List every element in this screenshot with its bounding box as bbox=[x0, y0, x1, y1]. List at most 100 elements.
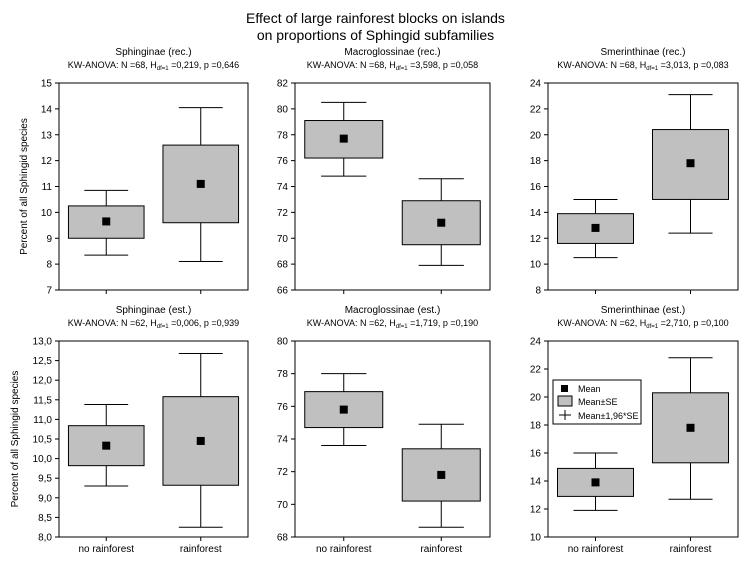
subtitle-main: KW-ANOVA: N =68, H bbox=[307, 60, 396, 70]
chart-panel-3: Smerinthinae (rec.) KW-ANOVA: N =68, Hdf=… bbox=[530, 47, 739, 297]
subtitle-stats: =3,598, p =0,058 bbox=[408, 60, 479, 70]
subtitle-subscript: df=1 bbox=[157, 66, 170, 72]
legend-mean-swatch bbox=[561, 385, 568, 392]
mean-marker bbox=[437, 470, 446, 479]
subtitle-subscript: df=1 bbox=[157, 324, 170, 330]
x-tick-label: no rainforest bbox=[316, 544, 372, 555]
y-tick-label: 13,0 bbox=[33, 337, 53, 348]
y-tick-label: 16 bbox=[530, 182, 542, 193]
y-tick-label: 76 bbox=[277, 156, 289, 167]
mean-marker bbox=[102, 217, 111, 226]
panel-subtitle: KW-ANOVA: N =62, Hdf=1 =2,710, p =0,100 bbox=[557, 318, 728, 330]
y-tick-label: 11,0 bbox=[33, 415, 52, 426]
legend-se-swatch bbox=[557, 395, 573, 407]
y-tick-label: 13 bbox=[41, 130, 53, 141]
mean-marker bbox=[686, 159, 695, 168]
x-tick-label: rainforest bbox=[420, 544, 462, 555]
y-tick-label: 24 bbox=[530, 337, 542, 348]
chart-panel-6: Smerinthinae (est.) KW-ANOVA: N =62, Hdf=… bbox=[530, 305, 739, 555]
mean-marker bbox=[437, 218, 446, 227]
y-tick-label: 68 bbox=[277, 260, 289, 271]
figure-title-line-1: Effect of large rainforest blocks on isl… bbox=[246, 10, 505, 26]
se-box bbox=[304, 391, 384, 429]
y-tick-label: 70 bbox=[277, 234, 289, 245]
y-tick-label: 22 bbox=[530, 104, 542, 115]
plot-frame bbox=[294, 82, 491, 291]
y-tick-label: 9,5 bbox=[38, 474, 52, 485]
legend: Mean Mean±SE Mean±1,96*SE bbox=[552, 379, 642, 425]
y-tick-label: 8,5 bbox=[38, 513, 52, 524]
subtitle-stats: =0,006, p =0,939 bbox=[169, 318, 240, 328]
panel-subtitle: KW-ANOVA: N =62, Hdf=1 =1,719, p =0,190 bbox=[307, 318, 478, 330]
y-tick-label: 16 bbox=[530, 449, 542, 460]
y-tick-label: 8 bbox=[46, 260, 52, 271]
y-axis-label: Percent of all Sphingid species bbox=[19, 118, 30, 255]
y-tick-label: 80 bbox=[277, 337, 289, 348]
panel-title: Sphinginae (rec.) bbox=[115, 47, 191, 58]
plot-frame bbox=[294, 340, 491, 538]
panel-title: Sphinginae (est.) bbox=[116, 305, 192, 316]
y-tick-label: 10 bbox=[41, 208, 53, 219]
subtitle-subscript: df=1 bbox=[396, 66, 409, 72]
chart-panel-5: Macroglossinae (est.) KW-ANOVA: N =62, Hd… bbox=[277, 305, 491, 555]
mean-marker bbox=[591, 223, 600, 232]
se-box bbox=[67, 205, 145, 239]
y-tick-label: 78 bbox=[277, 369, 289, 380]
y-tick-label: 78 bbox=[277, 130, 289, 141]
mean-marker bbox=[102, 441, 111, 450]
subtitle-stats: =0,219, p =0,646 bbox=[169, 60, 240, 70]
subtitle-main: KW-ANOVA: N =62, H bbox=[307, 318, 396, 328]
subtitle-stats: =3,013, p =0,083 bbox=[658, 60, 729, 70]
mean-marker bbox=[339, 405, 348, 414]
panel-subtitle: KW-ANOVA: N =62, Hdf=1 =0,006, p =0,939 bbox=[68, 318, 239, 330]
y-tick-label: 68 bbox=[277, 533, 289, 544]
legend-se-label: Mean±SE bbox=[578, 397, 617, 407]
mean-marker bbox=[339, 134, 348, 143]
y-tick-label: 14 bbox=[530, 208, 542, 219]
y-tick-label: 9 bbox=[46, 234, 52, 245]
y-tick-label: 76 bbox=[277, 402, 289, 413]
x-tick-label: rainforest bbox=[180, 544, 222, 555]
y-tick-label: 80 bbox=[277, 104, 289, 115]
y-tick-label: 72 bbox=[277, 467, 289, 478]
y-tick-label: 82 bbox=[277, 79, 289, 90]
subtitle-main: KW-ANOVA: N =68, H bbox=[557, 60, 646, 70]
chart-panel-1: Sphinginae (rec.) KW-ANOVA: N =68, Hdf=1 … bbox=[19, 47, 249, 297]
y-tick-label: 10 bbox=[530, 533, 542, 544]
subtitle-main: KW-ANOVA: N =62, H bbox=[557, 318, 646, 328]
y-tick-label: 66 bbox=[277, 286, 289, 297]
chart-panel-2: Macroglossinae (rec.) KW-ANOVA: N =68, Hd… bbox=[277, 47, 491, 297]
y-tick-label: 9,0 bbox=[38, 493, 52, 504]
panel-subtitle: KW-ANOVA: N =68, Hdf=1 =3,013, p =0,083 bbox=[557, 60, 728, 72]
subtitle-stats: =2,710, p =0,100 bbox=[658, 318, 729, 328]
y-tick-label: 20 bbox=[530, 130, 542, 141]
subtitle-subscript: df=1 bbox=[646, 324, 659, 330]
mean-marker bbox=[686, 423, 695, 432]
subtitle-subscript: df=1 bbox=[646, 66, 659, 72]
panel-title: Macroglossinae (est.) bbox=[345, 305, 441, 316]
y-tick-label: 14 bbox=[530, 477, 542, 488]
figure-title: Effect of large rainforest blocks on isl… bbox=[0, 10, 751, 44]
y-tick-label: 10,0 bbox=[33, 454, 53, 465]
x-tick-label: no rainforest bbox=[568, 544, 624, 555]
y-tick-label: 24 bbox=[530, 79, 542, 90]
y-tick-label: 12 bbox=[530, 505, 542, 516]
panel-subtitle: KW-ANOVA: N =68, Hdf=1 =3,598, p =0,058 bbox=[307, 60, 478, 72]
y-axis-label: Percent of all Sphingid species bbox=[10, 371, 21, 508]
y-tick-label: 12,5 bbox=[33, 356, 53, 367]
y-tick-label: 14 bbox=[41, 104, 53, 115]
y-tick-label: 74 bbox=[277, 435, 289, 446]
legend-mean-label: Mean bbox=[578, 384, 601, 394]
y-tick-label: 12 bbox=[41, 156, 53, 167]
y-tick-label: 10,5 bbox=[33, 435, 53, 446]
y-tick-label: 70 bbox=[277, 500, 289, 511]
y-tick-label: 7 bbox=[46, 286, 52, 297]
mean-marker bbox=[196, 436, 205, 445]
y-tick-label: 74 bbox=[277, 182, 289, 193]
y-tick-label: 11,5 bbox=[33, 395, 52, 406]
panel-title: Macroglossinae (rec.) bbox=[344, 47, 440, 58]
subtitle-subscript: df=1 bbox=[396, 324, 409, 330]
panel-title: Smerinthinae (rec.) bbox=[600, 47, 685, 58]
panel-title: Smerinthinae (est.) bbox=[601, 305, 685, 316]
y-tick-label: 12 bbox=[530, 234, 542, 245]
